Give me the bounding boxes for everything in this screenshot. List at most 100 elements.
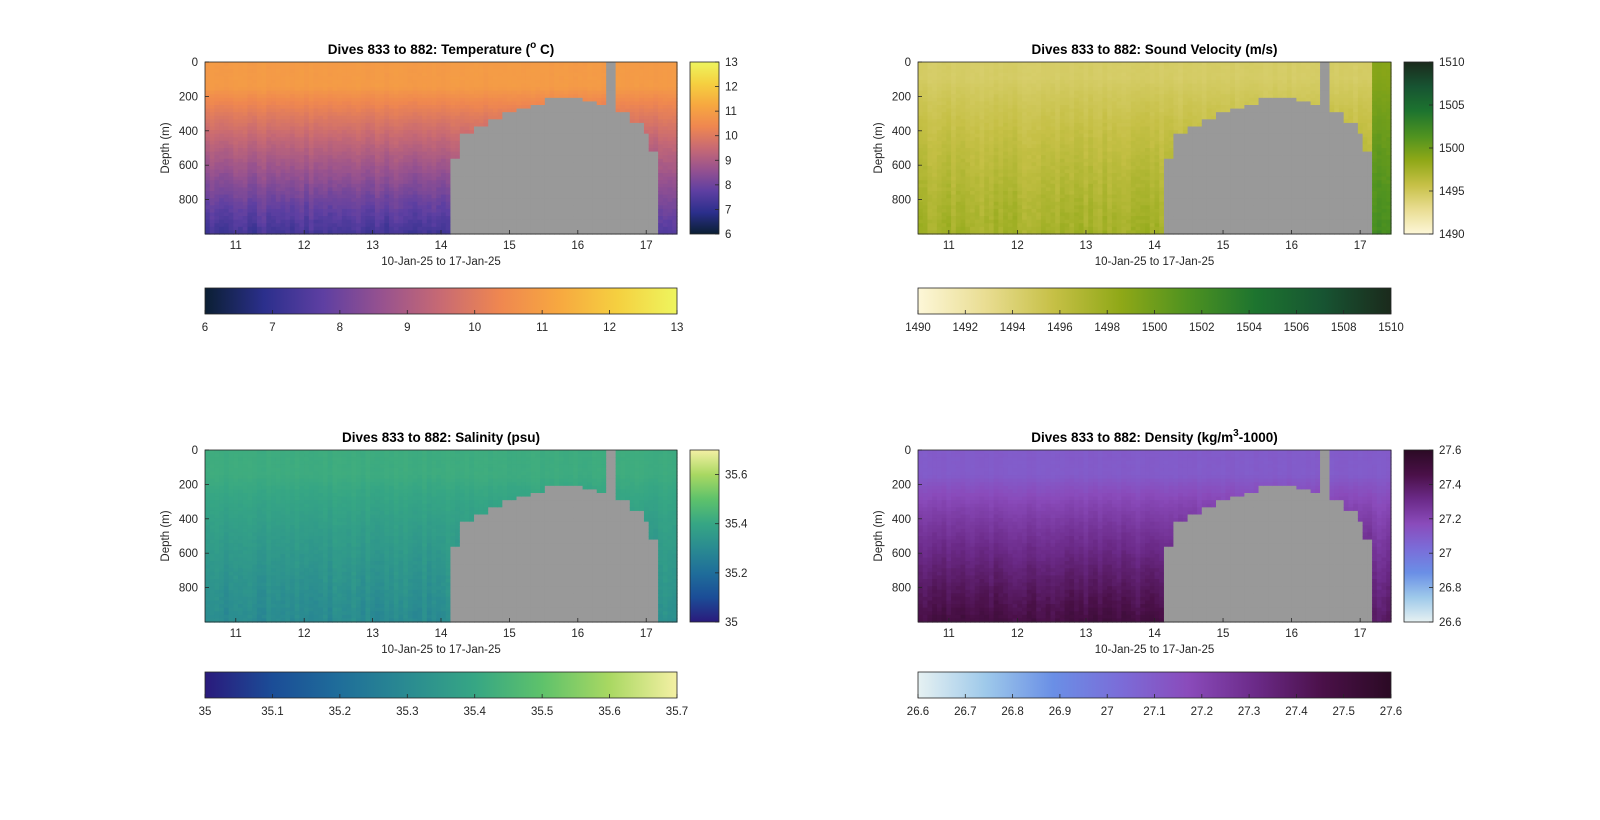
- heatmap-cell: [616, 127, 621, 131]
- heatmap-cell: [347, 84, 352, 88]
- heatmap-cell: [521, 62, 526, 66]
- heatmap-cell: [635, 80, 640, 84]
- heatmap-cell: [205, 223, 210, 227]
- heatmap-cell: [384, 123, 389, 127]
- heatmap-cell: [658, 216, 663, 220]
- heatmap-cell: [252, 123, 257, 127]
- heatmap-cell: [649, 227, 654, 231]
- heatmap-cell: [224, 205, 229, 209]
- heatmap-cell: [422, 223, 427, 227]
- heatmap-cell: [347, 216, 352, 220]
- heatmap-cell: [923, 152, 928, 156]
- heatmap-cell: [347, 187, 352, 191]
- heatmap-cell: [635, 191, 640, 195]
- heatmap-cell: [295, 141, 300, 145]
- heatmap-cell: [238, 198, 243, 202]
- heatmap-cell: [351, 155, 356, 159]
- heatmap-cell: [564, 223, 569, 227]
- heatmap-cell: [436, 137, 441, 141]
- heatmap-cell: [408, 91, 413, 95]
- heatmap-cell: [578, 170, 583, 174]
- heatmap-cell: [620, 80, 625, 84]
- heatmap-cell: [597, 198, 602, 202]
- heatmap-cell: [380, 202, 385, 206]
- heatmap-cell: [663, 123, 668, 127]
- heatmap-cell: [281, 98, 286, 102]
- heatmap-cell: [328, 119, 333, 123]
- heatmap-cell: [601, 144, 606, 148]
- heatmap-cell: [328, 209, 333, 213]
- heatmap-cell: [521, 134, 526, 138]
- heatmap-cell: [365, 216, 370, 220]
- heatmap-cell: [531, 62, 536, 66]
- heatmap-cell: [483, 227, 488, 231]
- heatmap-cell: [502, 205, 507, 209]
- heatmap-cell: [210, 198, 215, 202]
- heatmap-cell: [262, 195, 267, 199]
- heatmap-cell: [587, 87, 592, 91]
- heatmap-cell: [540, 105, 545, 109]
- heatmap-cell: [375, 148, 380, 152]
- heatmap-cell: [403, 202, 408, 206]
- heatmap-cell: [356, 73, 361, 77]
- heatmap-cell: [635, 91, 640, 95]
- heatmap-cell: [389, 109, 394, 113]
- heatmap-cell: [658, 177, 663, 181]
- heatmap-cell: [337, 80, 342, 84]
- heatmap-cell: [526, 112, 531, 116]
- heatmap-cell: [923, 73, 928, 77]
- heatmap-cell: [559, 173, 564, 177]
- heatmap-cell: [578, 144, 583, 148]
- heatmap-cell: [347, 198, 352, 202]
- heatmap-cell: [927, 119, 932, 123]
- heatmap-cell: [587, 159, 592, 163]
- heatmap-cell: [417, 173, 422, 177]
- heatmap-cell: [597, 159, 602, 163]
- heatmap-cell: [512, 116, 517, 120]
- heatmap-cell: [535, 162, 540, 166]
- heatmap-cell: [356, 198, 361, 202]
- heatmap-cell: [380, 76, 385, 80]
- heatmap-cell: [498, 62, 503, 66]
- heatmap-cell: [611, 173, 616, 177]
- heatmap-cell: [370, 191, 375, 195]
- heatmap-cell: [488, 170, 493, 174]
- heatmap-cell: [276, 198, 281, 202]
- heatmap-cell: [219, 166, 224, 170]
- heatmap-cell: [299, 166, 304, 170]
- heatmap-cell: [351, 180, 356, 184]
- heatmap-cell: [285, 187, 290, 191]
- heatmap-cell: [389, 112, 394, 116]
- heatmap-cell: [469, 98, 474, 102]
- heatmap-cell: [653, 170, 658, 174]
- heatmap-cell: [521, 105, 526, 109]
- heatmap-cell: [635, 101, 640, 105]
- heatmap-cell: [252, 177, 257, 181]
- heatmap-cell: [389, 173, 394, 177]
- heatmap-cell: [923, 80, 928, 84]
- heatmap-cell: [469, 187, 474, 191]
- heatmap-cell: [923, 69, 928, 73]
- heatmap-cell: [361, 220, 366, 224]
- heatmap-cell: [488, 166, 493, 170]
- heatmap-cell: [446, 166, 451, 170]
- heatmap-cell: [446, 80, 451, 84]
- heatmap-cell: [639, 220, 644, 224]
- heatmap-cell: [247, 69, 252, 73]
- heatmap-cell: [564, 170, 569, 174]
- heatmap-cell: [285, 177, 290, 181]
- heatmap-cell: [918, 119, 923, 123]
- heatmap-cell: [370, 101, 375, 105]
- heatmap-cell: [545, 148, 550, 152]
- heatmap-cell: [446, 144, 451, 148]
- heatmap-cell: [578, 162, 583, 166]
- heatmap-cell: [304, 80, 309, 84]
- heatmap-cell: [384, 87, 389, 91]
- heatmap-cell: [318, 184, 323, 188]
- heatmap-cell: [332, 87, 337, 91]
- heatmap-cell: [573, 159, 578, 163]
- heatmap-cell: [521, 202, 526, 206]
- heatmap-cell: [389, 187, 394, 191]
- heatmap-cell: [219, 170, 224, 174]
- heatmap-cell: [351, 173, 356, 177]
